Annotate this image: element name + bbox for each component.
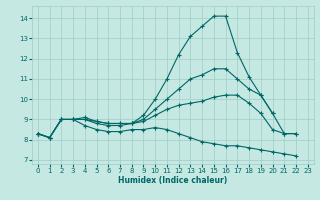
X-axis label: Humidex (Indice chaleur): Humidex (Indice chaleur) xyxy=(118,176,228,185)
